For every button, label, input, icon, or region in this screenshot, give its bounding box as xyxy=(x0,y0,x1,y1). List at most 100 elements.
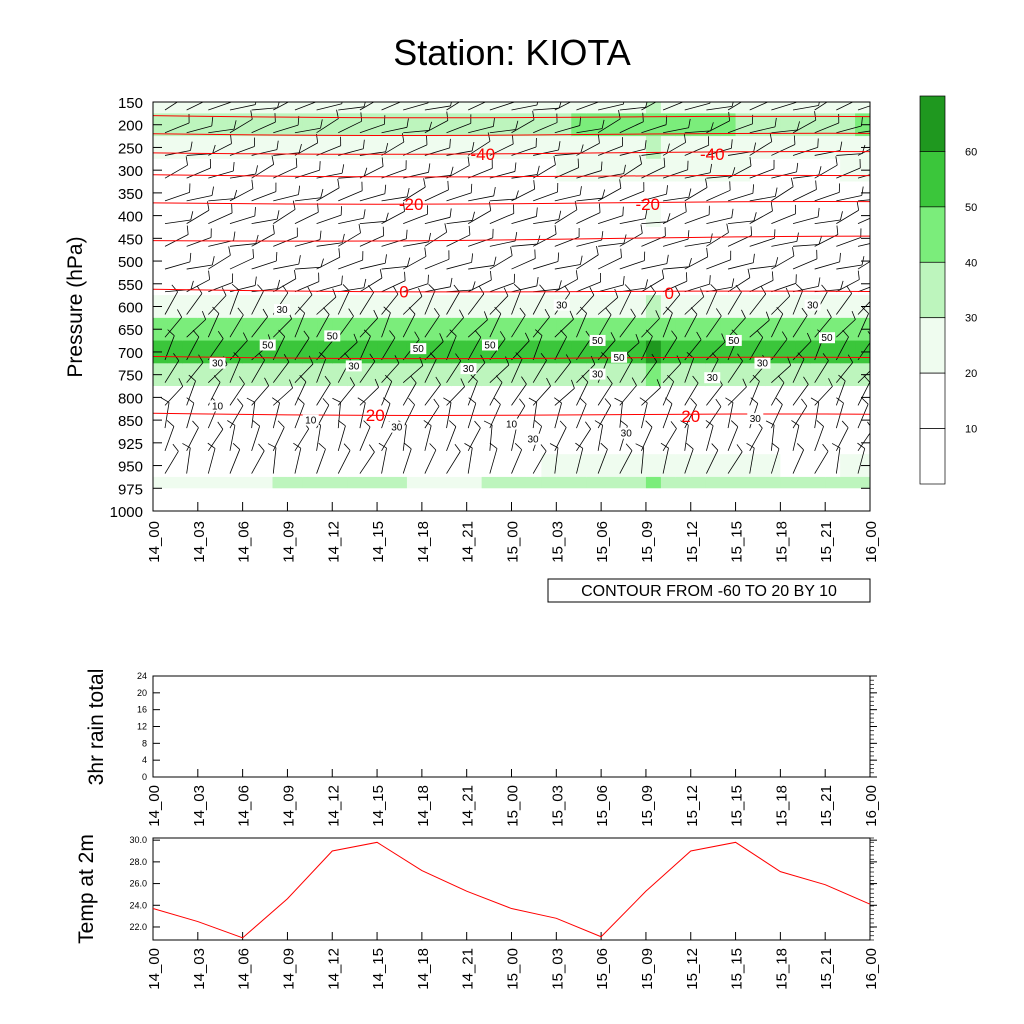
shading-cell xyxy=(825,431,841,455)
wind-barb-flag xyxy=(818,102,820,106)
wind-barb xyxy=(338,120,362,134)
wind-barb xyxy=(229,405,244,429)
wind-barb-flag xyxy=(660,442,669,449)
time-tick-label: 15_09 xyxy=(639,785,656,827)
pressure-tick-label: 350 xyxy=(118,186,143,203)
wind-barb-flag xyxy=(384,184,387,194)
wind-barb-flag xyxy=(401,133,405,143)
wind-barb-flag xyxy=(601,189,606,199)
wind-barb xyxy=(706,189,731,202)
wind-barb-flag xyxy=(851,310,856,320)
contour-label-bg xyxy=(754,357,771,369)
wind-barb-flag xyxy=(186,225,189,235)
shading-cell xyxy=(257,113,274,137)
wind-barb-flag xyxy=(251,179,254,189)
contour-label-bg xyxy=(503,418,520,430)
wind-barb xyxy=(684,358,695,383)
shading-cell xyxy=(571,408,587,433)
wind-barb-flag xyxy=(363,329,371,337)
wind-barb-flag xyxy=(190,211,194,221)
wind-barb xyxy=(598,103,624,111)
shading-cell xyxy=(182,295,199,319)
shading-cell xyxy=(406,204,423,228)
wind-barb-flag xyxy=(747,268,751,278)
contour-label: 50 xyxy=(413,344,425,355)
shading-cell xyxy=(287,102,303,114)
wind-barb xyxy=(684,214,710,224)
isotherm-label: -40 xyxy=(700,145,725,164)
wind-barb-flag xyxy=(645,420,653,428)
shading-cell xyxy=(317,431,333,455)
shading-cell xyxy=(377,204,393,228)
wind-barb-flag xyxy=(533,180,536,190)
time-tick-label: 15_18 xyxy=(773,785,790,827)
wind-barb-flag xyxy=(258,352,265,361)
shading-cell xyxy=(272,317,289,342)
wind-barb-flag xyxy=(532,110,535,120)
wind-barb-flag xyxy=(546,377,551,387)
shading-cell xyxy=(825,363,841,387)
wind-barb xyxy=(727,292,742,315)
shading-cell xyxy=(601,102,617,114)
shading-cell xyxy=(362,340,378,364)
wind-barb-flag xyxy=(816,420,824,427)
colorbar-box xyxy=(919,317,946,374)
shading-cell xyxy=(601,181,617,205)
shading-cell xyxy=(466,408,483,433)
wind-barb-flag xyxy=(818,235,823,245)
shading-cell xyxy=(332,136,348,160)
shading-cell xyxy=(287,226,303,251)
wind-barb xyxy=(186,125,212,134)
wind-barb xyxy=(446,102,461,111)
shading-cell xyxy=(317,181,333,205)
value-tick-label: 20 xyxy=(137,688,147,698)
wind-barb xyxy=(771,364,791,383)
wind-barb-flag xyxy=(435,376,441,385)
shading-cell xyxy=(182,158,199,183)
wind-barb-flag xyxy=(558,102,562,109)
wind-barb xyxy=(489,382,503,406)
wind-barb-flag xyxy=(257,284,264,292)
wind-barb-flag xyxy=(490,270,492,281)
shading-cell xyxy=(795,454,811,478)
wind-barb xyxy=(164,317,183,338)
wind-barb-flag xyxy=(308,355,314,365)
shading-cell xyxy=(392,386,408,410)
wind-barb-flag xyxy=(233,189,238,199)
shading-cell xyxy=(795,340,811,364)
wind-barb xyxy=(533,107,560,111)
time-tick-label: 14_09 xyxy=(280,521,297,563)
wind-barb-flag xyxy=(338,248,341,258)
wind-barb xyxy=(294,403,305,429)
wind-barb-flag xyxy=(536,165,540,175)
wind-barb xyxy=(792,449,804,474)
colorbar-box xyxy=(919,261,946,319)
shading-cell xyxy=(227,408,244,433)
wind-barb xyxy=(597,187,622,202)
wind-barb xyxy=(597,145,623,156)
shading-cell xyxy=(182,317,199,342)
shading-cell xyxy=(421,136,438,160)
wind-barb-flag xyxy=(753,142,757,152)
wind-barb-flag xyxy=(710,233,713,243)
shading-cell xyxy=(257,136,274,160)
shading-cell xyxy=(825,204,841,228)
wind-barb xyxy=(229,449,241,474)
wind-barb xyxy=(489,213,514,224)
wind-barb xyxy=(467,293,485,315)
wind-barb-flag xyxy=(796,443,804,451)
shading-cell xyxy=(451,386,468,410)
shading-cell xyxy=(182,454,199,478)
shading-cell xyxy=(780,363,796,387)
pressure-tick-label: 975 xyxy=(118,481,143,498)
shading-cell xyxy=(347,431,363,455)
wind-barb-flag xyxy=(332,397,341,403)
wind-barb xyxy=(186,403,195,429)
wind-barb-flag xyxy=(381,88,382,97)
wind-barb-flag xyxy=(752,184,754,194)
wind-barb-flag xyxy=(299,375,307,383)
time-tick-label: 15_15 xyxy=(729,521,746,563)
shading-cell xyxy=(242,204,259,228)
wind-barb-flag xyxy=(460,378,465,387)
wind-barb xyxy=(338,106,365,111)
